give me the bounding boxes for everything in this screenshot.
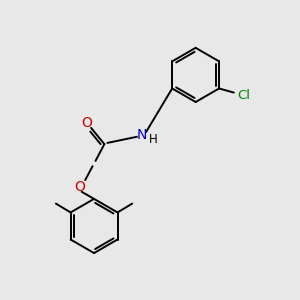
Text: Cl: Cl	[237, 89, 250, 102]
Text: H: H	[148, 134, 157, 146]
Text: N: N	[136, 128, 147, 142]
Text: O: O	[81, 116, 92, 130]
Text: O: O	[74, 180, 86, 194]
